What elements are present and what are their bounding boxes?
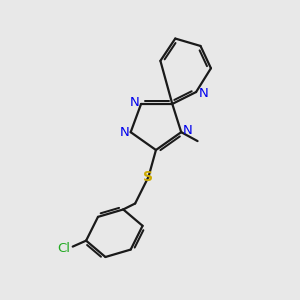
Text: S: S	[143, 170, 153, 184]
Text: N: N	[199, 87, 209, 100]
Text: N: N	[183, 124, 193, 137]
Text: N: N	[119, 126, 129, 139]
Text: Cl: Cl	[57, 242, 70, 255]
Text: N: N	[130, 96, 140, 109]
